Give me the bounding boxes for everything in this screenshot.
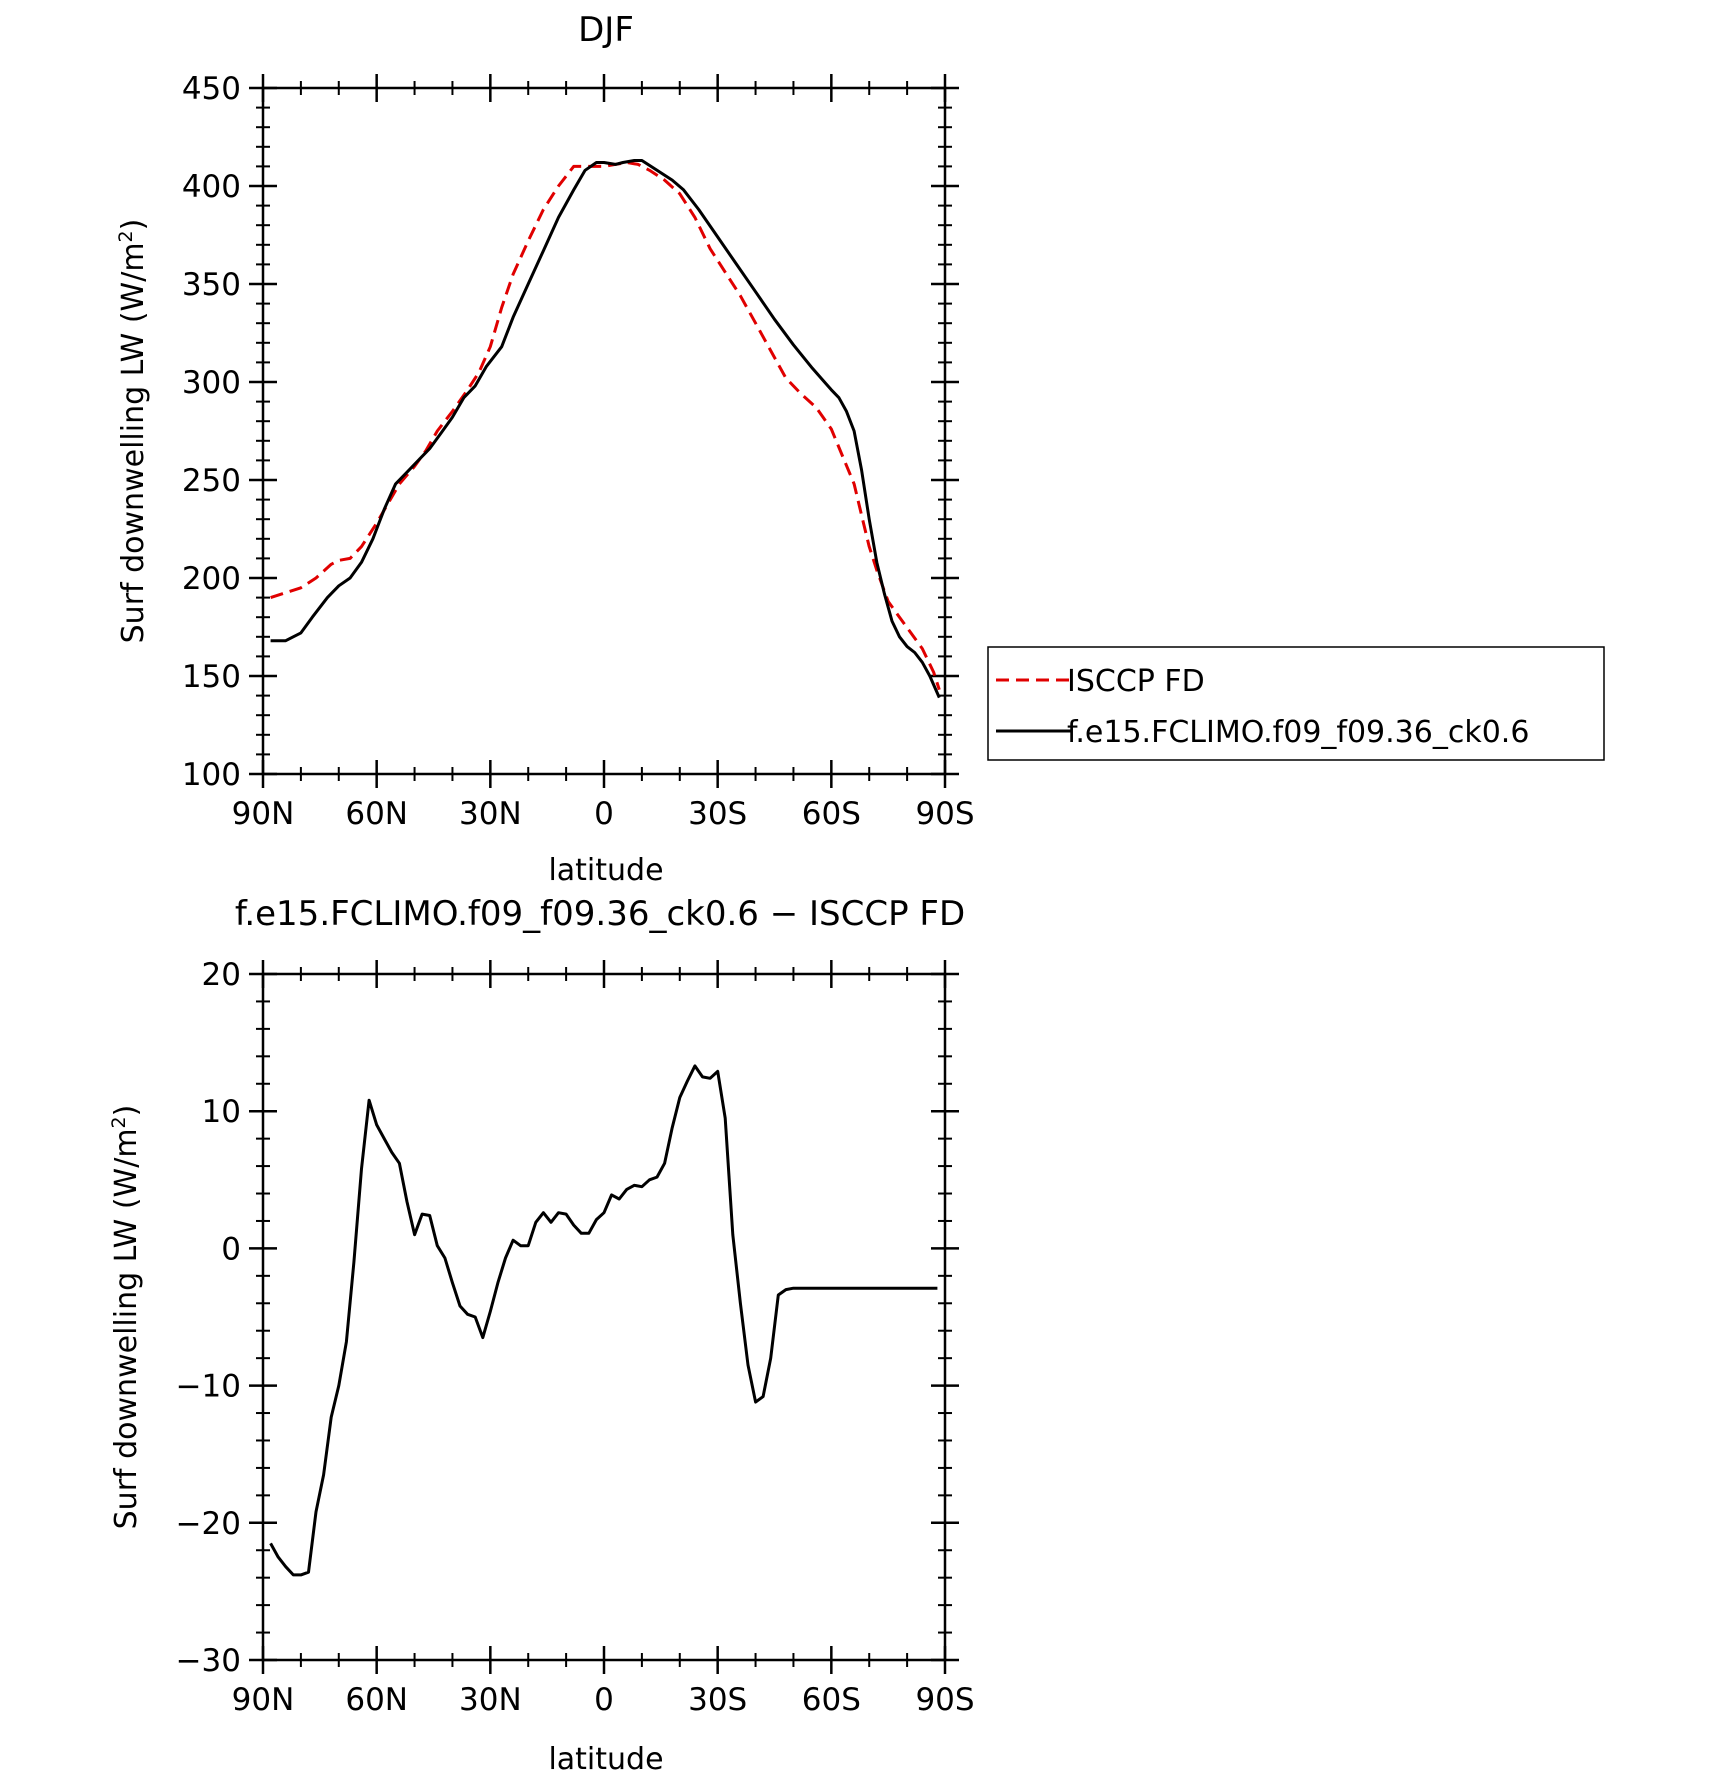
- x-tick-label: 90S: [915, 796, 974, 832]
- x-tick-label: 60N: [345, 796, 408, 832]
- y-axis-label-unit: (W/m: [116, 242, 151, 323]
- x-tick-labels: 90N 60N 30N 0 30S 60S 90S: [232, 1682, 975, 1718]
- x-tick-label: 30S: [688, 1682, 747, 1718]
- panel-bottom: f.e15.FCLIMO.f09_f09.36_ck0.6 − ISCCP FD…: [108, 894, 975, 1773]
- x-tick-label: 90S: [915, 1682, 974, 1718]
- y-tick-label: 150: [182, 659, 241, 695]
- y-tick-label: 300: [182, 365, 241, 401]
- chart-title: DJF: [578, 10, 634, 50]
- x-tick-label: 60N: [345, 1682, 408, 1718]
- y-tick-label: 200: [182, 561, 241, 597]
- series-line-isccp-fd: [270, 161, 941, 691]
- legend-box: [987, 646, 1605, 761]
- y-axis-label-text: Surf downwelling LW: [116, 333, 151, 644]
- x-tick-label: 60S: [802, 1682, 861, 1718]
- legend-label-model: f.e15.FCLIMO.f09_f09.36_ck0.6: [1067, 715, 1529, 750]
- y-tick-label: 10: [202, 1094, 241, 1130]
- y-axis-label: Surf downwelling LW (W/m2): [115, 219, 151, 644]
- y-tick-labels: −30 −20 −10 0 10 20: [176, 957, 241, 1679]
- series-line-f-e15-fclimo-f09-f09-36-ck0-6: [270, 159, 941, 699]
- legend: ISCCP FD f.e15.FCLIMO.f09_f09.36_ck0.6: [987, 646, 1605, 761]
- x-axis-label: latitude: [548, 1742, 663, 1773]
- y-axis-label-text: Surf downwelling LW: [109, 1219, 144, 1530]
- y-axis-label-unit: (W/m: [109, 1128, 144, 1209]
- y-tick-label: −30: [176, 1643, 241, 1679]
- y-axis-label: Surf downwelling LW (W/m2): [108, 1105, 144, 1530]
- y-tick-label: 100: [182, 757, 241, 793]
- x-axis-label: latitude: [548, 853, 663, 888]
- panel-top: DJF 100 150 200 250 300 350 400 450 90N 60N 30N 0 3…: [115, 10, 1605, 888]
- x-tick-label: 60S: [802, 796, 861, 832]
- x-tick-label: 90N: [232, 1682, 295, 1718]
- legend-label-isccp: ISCCP FD: [1067, 664, 1205, 699]
- y-axis-label-close: ): [116, 219, 151, 231]
- y-tick-labels: 100 150 200 250 300 350 400 450: [182, 71, 241, 793]
- x-tick-label: 0: [594, 796, 614, 832]
- y-tick-label: 0: [221, 1231, 241, 1267]
- y-tick-label: 350: [182, 267, 241, 303]
- x-tick-label: 0: [594, 1682, 614, 1718]
- x-tick-labels: 90N 60N 30N 0 30S 60S 90S: [232, 796, 975, 832]
- x-tick-label: 30N: [459, 1682, 522, 1718]
- y-tick-label: 20: [202, 957, 241, 993]
- plot-frame: [261, 86, 947, 776]
- tick-marks: [249, 960, 959, 1674]
- y-tick-label: 250: [182, 463, 241, 499]
- series-lines: [270, 159, 941, 699]
- series-lines: [269, 1064, 938, 1577]
- y-tick-label: 450: [182, 71, 241, 107]
- y-tick-label: −20: [176, 1506, 241, 1542]
- x-tick-label: 90N: [232, 796, 295, 832]
- chart-title: f.e15.FCLIMO.f09_f09.36_ck0.6 − ISCCP FD: [235, 894, 965, 934]
- y-tick-label: −10: [176, 1369, 241, 1405]
- y-axis-label-superscript: 2: [108, 1116, 130, 1128]
- y-axis-label-superscript: 2: [115, 230, 137, 242]
- series-line-difference: [269, 1064, 938, 1577]
- x-tick-label: 30S: [688, 796, 747, 832]
- x-tick-label: 30N: [459, 796, 522, 832]
- plot-frame: [261, 972, 947, 1662]
- y-tick-label: 400: [182, 169, 241, 205]
- y-axis-label-close: ): [109, 1105, 144, 1117]
